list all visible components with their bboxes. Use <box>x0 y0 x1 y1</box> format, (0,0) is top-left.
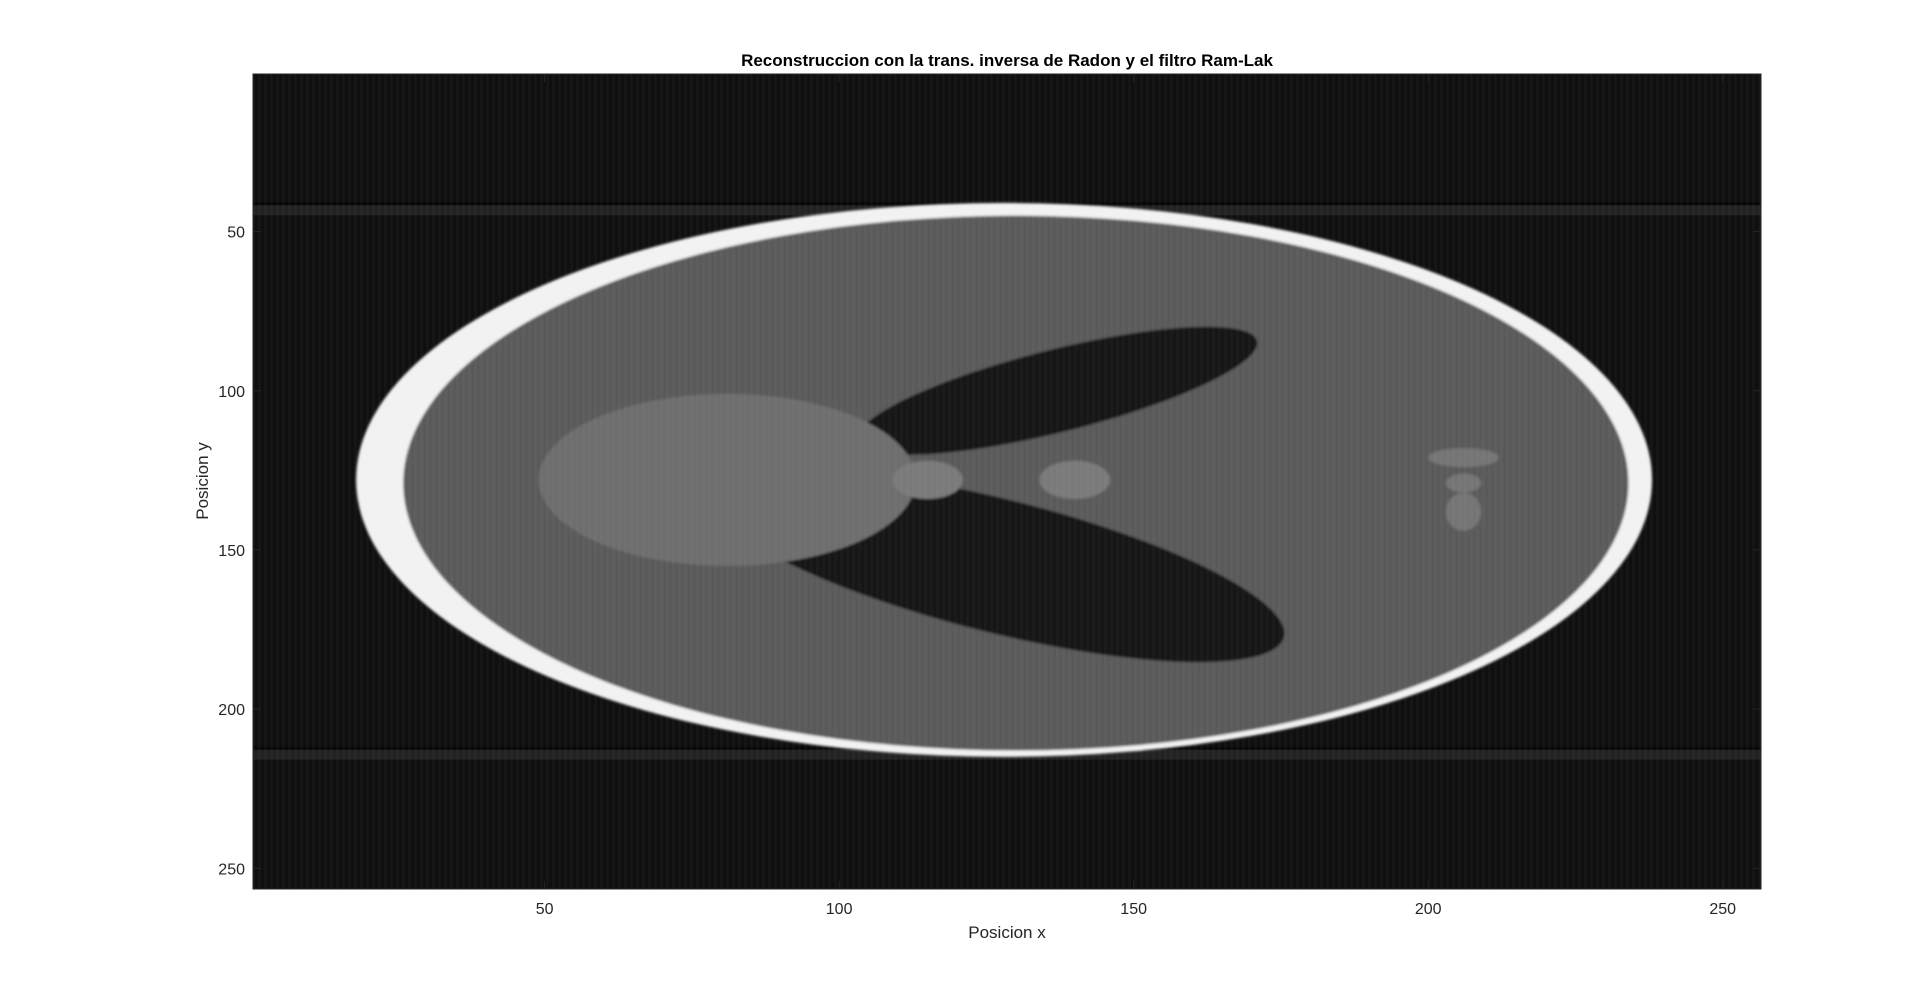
x-tick-label: 100 <box>826 901 853 918</box>
x-axis: 50 100 150 200 250 <box>536 74 1736 918</box>
reconstruction-image <box>253 74 1761 889</box>
noise-overlay <box>253 74 1761 889</box>
y-axis-label: Posicion y <box>193 442 212 520</box>
x-tick-label: 250 <box>1709 901 1736 918</box>
y-tick-label: 200 <box>218 702 245 719</box>
x-tick-label: 200 <box>1415 901 1442 918</box>
y-tick-label: 150 <box>218 543 245 560</box>
chart-title: Reconstruccion con la trans. inversa de … <box>741 51 1273 70</box>
axes-box <box>252 73 1762 890</box>
x-tick-label: 50 <box>536 901 554 918</box>
y-tick-label: 50 <box>227 225 245 242</box>
x-axis-label: Posicion x <box>968 923 1046 942</box>
x-tick-label: 150 <box>1120 901 1147 918</box>
y-tick-label: 100 <box>218 384 245 401</box>
y-tick-label: 250 <box>218 861 245 878</box>
y-axis: 50 100 150 200 250 <box>218 225 1761 878</box>
